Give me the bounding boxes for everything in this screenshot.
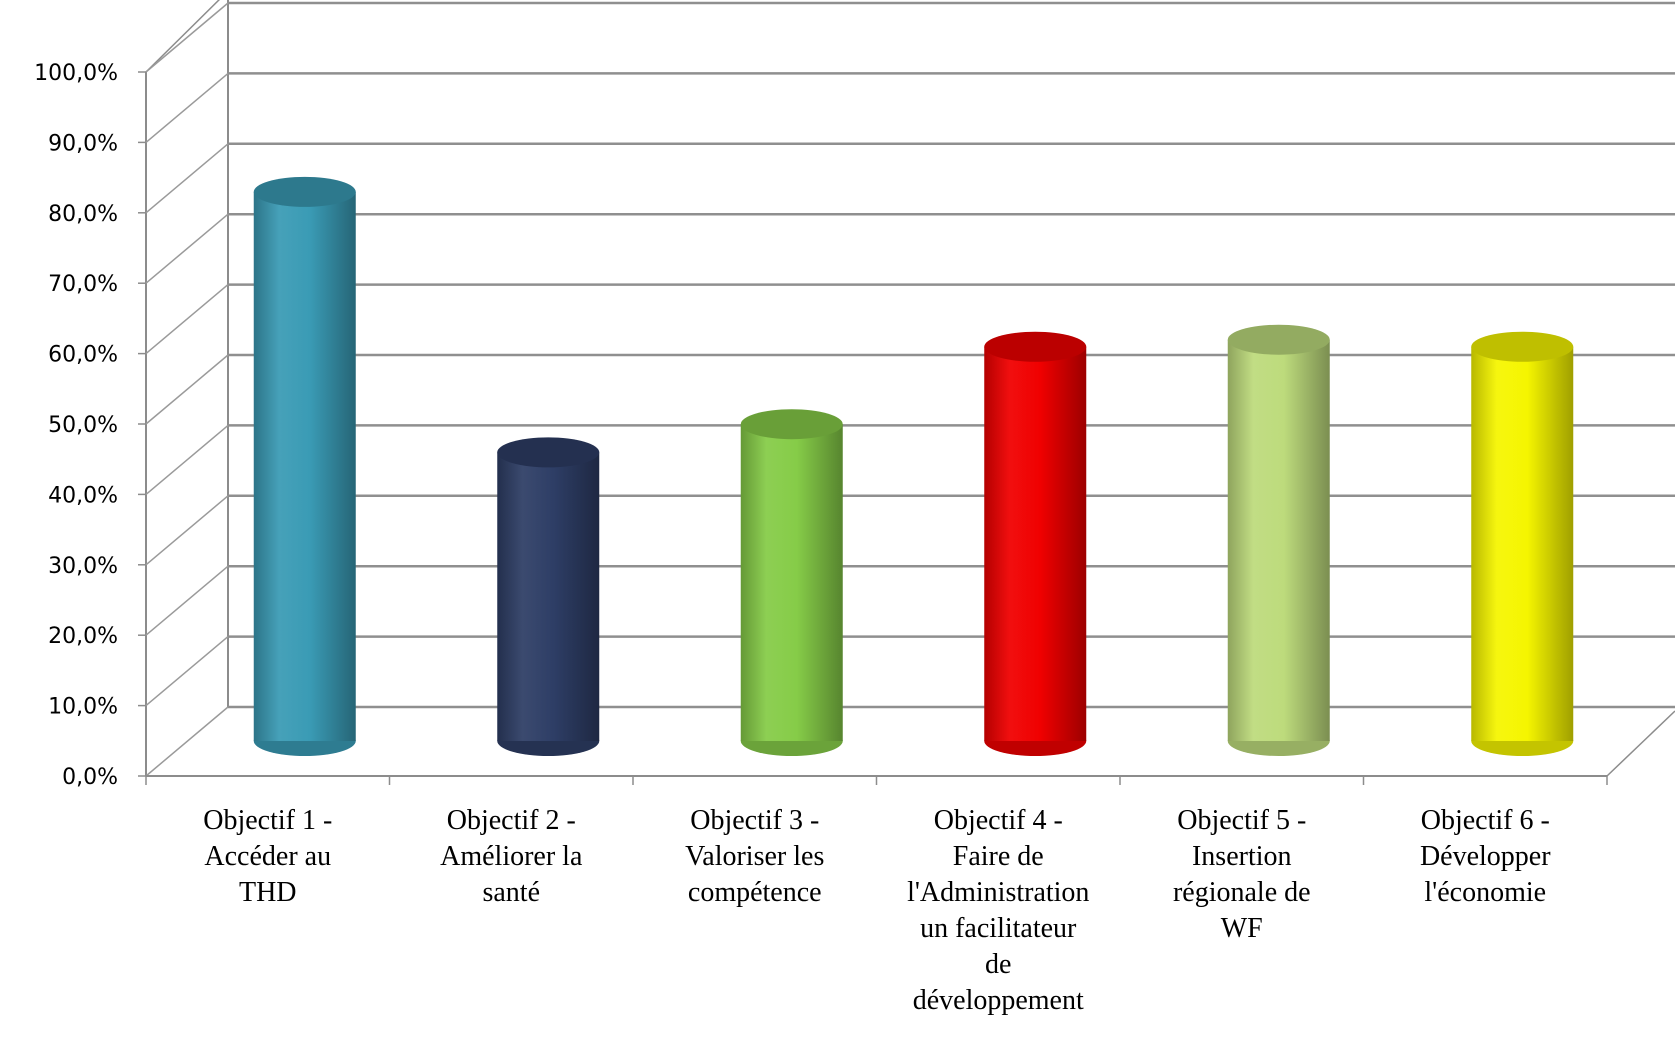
y-tick-label: 20,0% [48, 624, 118, 649]
bar-body [497, 452, 600, 741]
y-tick-label: 0,0% [62, 765, 118, 790]
bar-top [1471, 331, 1574, 362]
x-category-label: Objectif 2 - Améliorer la santé [440, 805, 583, 908]
side-gridline [145, 284, 229, 355]
x-category-label-line: développement [913, 985, 1084, 1016]
bar [984, 331, 1087, 756]
bar [740, 409, 843, 756]
x-category-label-line: Développer [1420, 841, 1551, 872]
x-category-label-line: THD [239, 877, 297, 908]
floor-right-edge [1606, 710, 1675, 777]
y-tick-label: 90,0% [48, 131, 118, 156]
x-category-label-line: Objectif 1 - [203, 805, 332, 836]
x-category-label-line: Améliorer la [440, 841, 583, 872]
y-tick-label: 40,0% [48, 483, 118, 508]
x-category-label: Objectif 3 - Valoriser les compétence [685, 805, 824, 908]
side-gridline [145, 706, 229, 777]
y-tick-label: 30,0% [48, 554, 118, 579]
bar [497, 437, 600, 756]
y-tick-label: 70,0% [48, 272, 118, 297]
x-category-label-line: un facilitateur [920, 913, 1077, 944]
bar-body [1227, 339, 1330, 741]
bar [1227, 324, 1330, 756]
x-category-label-line: Objectif 4 - [934, 805, 1063, 836]
x-category-label-line: WF [1221, 913, 1263, 944]
x-category-label-line: Objectif 5 - [1177, 805, 1306, 836]
side-gridline [145, 2, 229, 73]
side-gridline [145, 565, 229, 636]
x-category-label-line: Objectif 6 - [1421, 805, 1550, 836]
side-gridline [145, 143, 229, 214]
x-category-label: Objectif 4 - Faire de l'Administration un f… [907, 805, 1089, 1016]
bars [253, 176, 1574, 756]
bar-body [740, 424, 843, 741]
y-tick-label: 60,0% [48, 343, 118, 368]
y-tick-label: 80,0% [48, 202, 118, 227]
bar-top [984, 331, 1087, 362]
chart-walls [145, 0, 229, 776]
bar-body [1471, 346, 1574, 741]
x-category-label: Objectif 6 - Développer l'économie [1420, 805, 1551, 908]
x-category-label-line: compétence [688, 877, 822, 908]
x-axis: Objectif 1 - Accéder au THD Objectif 2 - Amé… [145, 710, 1675, 1016]
side-wall-top-edge [145, 0, 220, 73]
x-category-label-line: l'économie [1424, 877, 1546, 908]
x-category-label-line: régionale de [1173, 877, 1311, 908]
side-gridline [145, 72, 229, 143]
x-category-label-line: Valoriser les [685, 841, 824, 872]
x-category-label-line: Faire de [953, 841, 1044, 872]
side-gridline [145, 354, 229, 425]
side-gridline [145, 495, 229, 566]
bar-body [984, 346, 1087, 741]
x-category-label: Objectif 1 - Accéder au THD [203, 805, 332, 908]
bar-top [740, 409, 843, 440]
bar [1471, 331, 1574, 756]
side-gridline [145, 424, 229, 495]
x-category-label-line: Accéder au [204, 841, 331, 872]
x-category-label: Objectif 5 - Insertion régionale de WF [1173, 805, 1311, 944]
y-tick-label: 10,0% [48, 695, 118, 720]
x-category-label-line: Objectif 2 - [447, 805, 576, 836]
bar-top [1227, 324, 1330, 355]
x-category-label-line: Objectif 3 - [690, 805, 819, 836]
y-tick-label: 50,0% [48, 413, 118, 438]
x-category-label-line: Insertion [1192, 841, 1292, 872]
y-tick-label: 100,0% [34, 61, 118, 86]
x-category-label-line: l'Administration [907, 877, 1089, 908]
side-gridline [145, 213, 229, 284]
side-gridline [145, 636, 229, 707]
bar-top [497, 437, 600, 468]
bar-body [253, 191, 356, 741]
bar-top [253, 176, 356, 207]
bar [253, 176, 356, 756]
gridlines [145, 1, 1675, 777]
x-category-label-line: de [985, 949, 1011, 980]
y-axis-ticks: 0,0% 10,0% 20,0% 30,0% 40,0% 50,0% 60,0% 70,0% 8… [34, 61, 146, 790]
x-category-label-line: santé [482, 877, 540, 908]
